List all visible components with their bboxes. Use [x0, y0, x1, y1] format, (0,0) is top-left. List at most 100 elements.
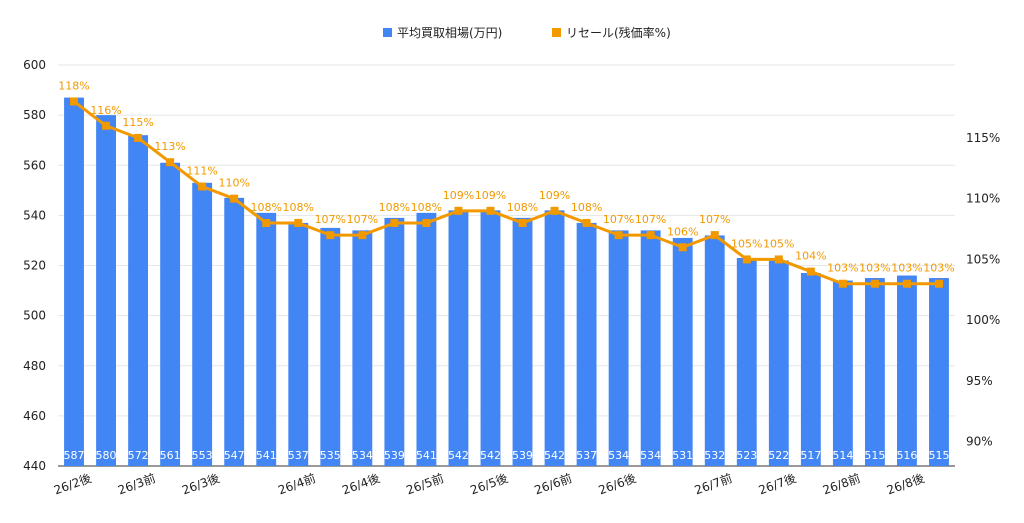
- line-value-label: 103%: [923, 262, 954, 275]
- line-point: [454, 206, 463, 215]
- line-point: [198, 182, 207, 191]
- bar-value-label: 587: [64, 449, 85, 462]
- left-tick-label: 500: [23, 309, 46, 323]
- bar-value-label: 515: [928, 449, 949, 462]
- bar: [96, 115, 116, 466]
- line-value-label: 111%: [186, 165, 217, 178]
- line-value-label: 108%: [571, 201, 602, 214]
- bar: [897, 275, 917, 466]
- resale-line: [73, 100, 939, 286]
- bar: [704, 235, 725, 466]
- right-tick-label: 110%: [966, 192, 1000, 206]
- line-point: [422, 218, 431, 227]
- line-value-label: 109%: [475, 189, 506, 202]
- bar: [576, 222, 597, 466]
- left-tick-label: 600: [23, 58, 46, 72]
- line-value-label: 103%: [827, 262, 858, 275]
- bar: [864, 278, 885, 466]
- bar-value-label: 539: [384, 449, 405, 462]
- bar: [224, 197, 245, 467]
- line-value-label: 107%: [635, 213, 666, 226]
- line-point: [678, 243, 687, 252]
- line-value-label: 116%: [90, 104, 121, 117]
- line-value-label: 118%: [58, 79, 89, 92]
- line-value-label: 103%: [891, 262, 922, 275]
- bar: [256, 212, 277, 466]
- bar-value-label: 516: [896, 449, 917, 462]
- line-point: [294, 218, 303, 227]
- left-tick-label: 520: [23, 259, 46, 273]
- bar-value-label: 517: [800, 449, 821, 462]
- line-value-label: 108%: [411, 201, 442, 214]
- line-value-label: 106%: [667, 225, 698, 238]
- bar-value-label: 553: [192, 449, 213, 462]
- x-axis: 26/2後 26/3前 26/3後 26/4前 26/4後 26/5前 26/5後 26/6前…: [52, 470, 926, 497]
- left-tick-label: 480: [23, 359, 46, 373]
- bar: [608, 230, 629, 466]
- bar-value-label: 523: [736, 449, 757, 462]
- legend-line-label: リセール(残価率%): [566, 25, 671, 40]
- bar: [800, 273, 821, 466]
- bar-value-label: 542: [544, 449, 565, 462]
- line-value-label: 103%: [859, 262, 890, 275]
- left-tick-label: 540: [23, 208, 46, 222]
- line-value-label: 108%: [379, 201, 410, 214]
- line-point: [870, 279, 879, 288]
- line-point: [390, 218, 399, 227]
- legend: 平均買取相場(万円) リセール(残価率%): [383, 25, 671, 40]
- line-value-label: 115%: [122, 116, 153, 129]
- line-point: [166, 158, 175, 167]
- bar-value-label: 542: [448, 449, 469, 462]
- bar: [672, 237, 693, 466]
- x-tick-label: 26/8後: [885, 471, 926, 497]
- line-point: [550, 206, 559, 215]
- line-point: [902, 279, 911, 288]
- line-point: [710, 231, 719, 240]
- bar-value-label: 514: [832, 449, 853, 462]
- right-axis: 115% 110% 105% 100% 95% 90%: [966, 131, 1000, 449]
- left-axis: 600 580 560 540 520 500 480 460 440: [23, 58, 46, 473]
- x-tick-label: 26/3後: [180, 471, 221, 497]
- bar-value-label: 542: [480, 449, 501, 462]
- right-tick-label: 95%: [966, 374, 993, 388]
- bar-value-label: 534: [352, 449, 373, 462]
- bar-value-label: 572: [128, 449, 149, 462]
- line-point: [646, 231, 655, 240]
- bar-value-label: 531: [672, 449, 693, 462]
- x-tick-label: 26/4後: [340, 471, 381, 497]
- line-value-label: 113%: [154, 140, 185, 153]
- line-value-label: 108%: [283, 201, 314, 214]
- bar: [320, 227, 341, 466]
- right-tick-label: 105%: [966, 252, 1000, 266]
- left-tick-label: 560: [23, 158, 46, 172]
- line-point: [806, 267, 815, 276]
- line-point: [934, 279, 943, 288]
- line-point: [742, 255, 751, 264]
- left-tick-label: 440: [23, 459, 46, 473]
- line-point: [134, 133, 143, 142]
- left-tick-label: 580: [23, 108, 46, 122]
- bar: [288, 222, 309, 466]
- x-tick-label: 26/2後: [52, 471, 93, 497]
- bar: [768, 260, 789, 466]
- bar-value-label: 522: [768, 449, 789, 462]
- bar-value-label: 535: [320, 449, 341, 462]
- line-value-label: 108%: [507, 201, 538, 214]
- x-tick-label: 26/4前: [276, 470, 318, 497]
- x-tick-label: 26/5前: [404, 470, 446, 497]
- line-value-label: 105%: [763, 237, 794, 250]
- bar: [128, 135, 149, 467]
- left-tick-label: 460: [23, 409, 46, 423]
- line-value-label: 107%: [699, 213, 730, 226]
- bar: [160, 162, 181, 466]
- x-tick-label: 26/8前: [820, 470, 862, 497]
- bar: [640, 230, 661, 466]
- bar-value-label: 561: [160, 449, 181, 462]
- line-point: [358, 231, 367, 240]
- line-value-label: 107%: [347, 213, 378, 226]
- legend-line-swatch: [552, 28, 561, 37]
- bar: [480, 210, 501, 466]
- bar-series: [64, 97, 949, 467]
- line-point: [838, 279, 847, 288]
